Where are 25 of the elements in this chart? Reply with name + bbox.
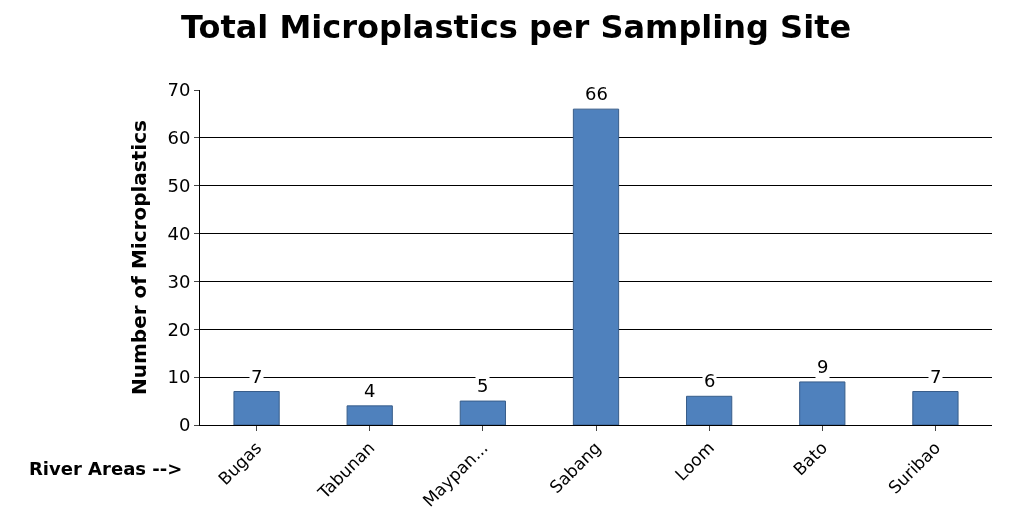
y-tick-label: 70 <box>167 79 191 101</box>
y-tick-label: 50 <box>167 175 191 197</box>
chart-title: Total Microplastics per Sampling Site <box>180 8 852 47</box>
bar <box>572 108 620 425</box>
y-tick-label: 40 <box>167 222 191 244</box>
bar <box>233 391 280 425</box>
bar <box>912 391 959 425</box>
y-tick-label: 20 <box>167 318 191 340</box>
bar <box>799 381 846 425</box>
data-label: 7 <box>251 366 263 387</box>
y-axis-title: Number of Microplastics <box>126 120 151 395</box>
y-tick-label: 30 <box>167 270 191 292</box>
y-tick-label: 10 <box>167 366 191 388</box>
x-axis-title: River Areas --> <box>29 458 183 479</box>
data-label: 4 <box>364 380 376 401</box>
data-label: 66 <box>585 83 608 104</box>
y-tick-label: 0 <box>178 414 191 436</box>
bar <box>686 395 733 425</box>
bar <box>346 405 393 425</box>
y-tick-label: 60 <box>167 127 191 149</box>
data-label: 7 <box>930 366 942 387</box>
data-label: 6 <box>704 370 716 391</box>
data-label: 5 <box>477 375 489 396</box>
data-label: 9 <box>817 356 829 377</box>
bar <box>459 400 506 425</box>
